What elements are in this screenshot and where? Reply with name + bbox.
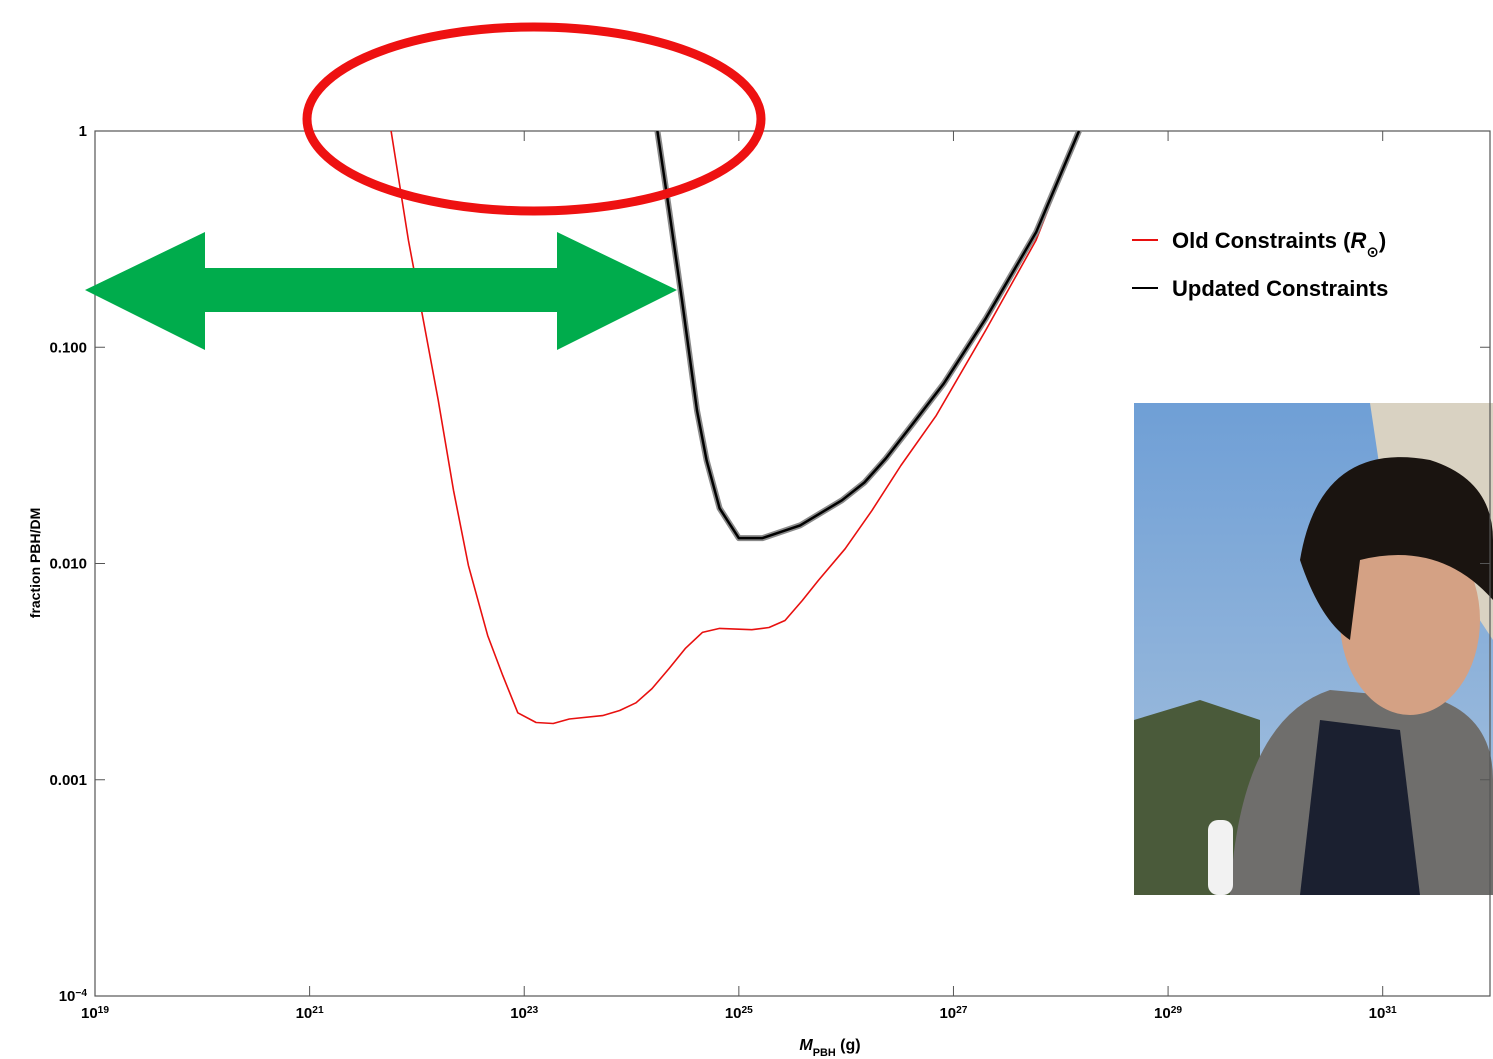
line: [656, 130, 1081, 540]
x-tick-label: 1027: [939, 1005, 967, 1023]
x-tick-label: 1025: [725, 1005, 753, 1023]
y-tick-label: 0.010: [49, 556, 87, 573]
x-tick-label: 1019: [81, 1005, 109, 1023]
x-tick-label: 1023: [510, 1005, 538, 1023]
annotation-arrow: [85, 232, 677, 350]
y-tick-label: 10−4: [59, 988, 88, 1006]
x-tick-label: 1029: [1154, 1005, 1182, 1023]
y-tick-label: 0.100: [49, 339, 87, 356]
line: [390, 130, 1080, 725]
y-tick-label: 1: [79, 123, 87, 140]
legend-label: Old Constraints (R⊙): [1172, 228, 1386, 261]
x-axis-label: MPBH (g): [799, 1037, 860, 1059]
y-axis-label: fraction PBH/DM: [27, 508, 43, 618]
legend-label: Updated Constraints: [1172, 276, 1388, 301]
x-tick-label: 1031: [1369, 1005, 1397, 1023]
photo: [1134, 403, 1493, 895]
x-tick-label: 1021: [296, 1005, 324, 1023]
annotation-ellipse: [302, 22, 766, 216]
y-tick-label: 0.001: [49, 772, 87, 789]
